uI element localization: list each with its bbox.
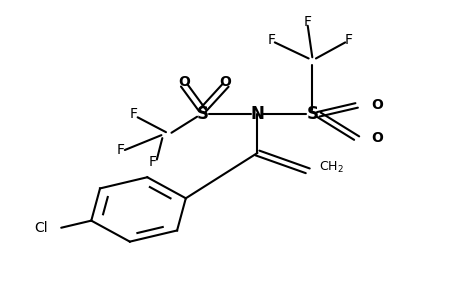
Text: N: N [250,105,264,123]
Text: O: O [178,75,190,88]
Text: CH$_2$: CH$_2$ [319,160,343,176]
Text: S: S [196,105,208,123]
Text: Cl: Cl [34,221,47,235]
Text: S: S [306,105,318,123]
Text: F: F [267,33,274,47]
Text: O: O [371,98,383,112]
Text: O: O [371,131,383,145]
Text: F: F [148,155,156,169]
Text: F: F [116,143,124,157]
Text: F: F [130,107,138,121]
Text: F: F [303,15,311,29]
Text: F: F [344,33,352,47]
Text: O: O [219,75,231,88]
